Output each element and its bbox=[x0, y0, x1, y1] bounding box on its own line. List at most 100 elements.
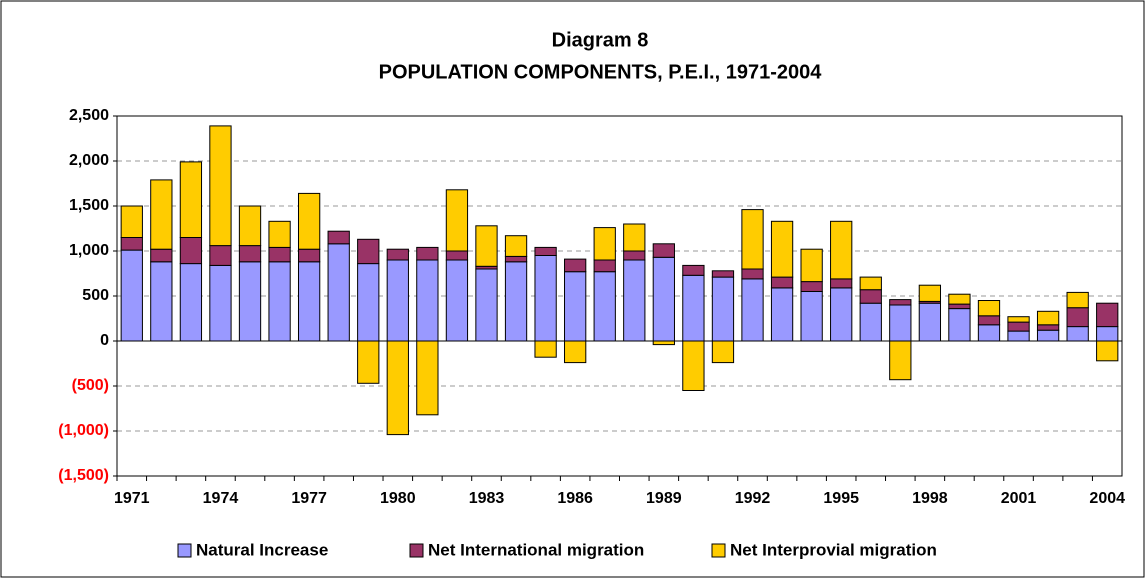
y-tick-label: 500 bbox=[82, 287, 109, 304]
bar-segment bbox=[682, 274, 705, 342]
bar-segment bbox=[445, 259, 469, 342]
bar-segment bbox=[1036, 310, 1060, 326]
y-tick-label: 1,500 bbox=[69, 197, 109, 214]
y-tick-label: 0 bbox=[100, 332, 109, 349]
bar-segment bbox=[120, 237, 143, 251]
y-tick-label: 2,000 bbox=[69, 152, 109, 169]
bar-segment bbox=[1007, 330, 1030, 342]
bar-segment bbox=[209, 125, 232, 247]
bar-segment bbox=[238, 205, 262, 247]
bar-segment bbox=[682, 264, 705, 276]
bar-segment bbox=[268, 261, 291, 342]
bar-segment bbox=[623, 250, 646, 261]
bar-segment bbox=[534, 246, 557, 256]
bar-segment bbox=[297, 192, 321, 250]
bar-segment bbox=[948, 308, 971, 342]
x-tick-label: 1989 bbox=[646, 490, 682, 507]
chart-title: Diagram 8 bbox=[552, 29, 649, 51]
bar-segment bbox=[741, 209, 764, 270]
bar-segment bbox=[948, 303, 971, 310]
bar-segment bbox=[416, 246, 439, 261]
bar-segment bbox=[1066, 307, 1089, 328]
bar-segment bbox=[179, 237, 203, 265]
bar-segment bbox=[652, 340, 675, 346]
bar-segment bbox=[889, 304, 912, 342]
bar-segment bbox=[357, 263, 380, 342]
bar-segment bbox=[416, 340, 439, 416]
bar-segment bbox=[327, 243, 350, 342]
bar-segment bbox=[268, 220, 291, 248]
legend-label: Natural Increase bbox=[196, 540, 328, 559]
legend-swatch bbox=[409, 543, 424, 558]
bar-segment bbox=[918, 284, 942, 302]
x-tick-label: 1992 bbox=[735, 490, 771, 507]
bar-segment bbox=[977, 324, 1001, 342]
bar-segment bbox=[179, 263, 203, 342]
bar-segment bbox=[120, 249, 143, 342]
y-tick-label: (1,500) bbox=[58, 467, 109, 484]
bar-segment bbox=[652, 256, 675, 342]
bar-segment bbox=[977, 300, 1001, 317]
bar-segment bbox=[830, 287, 853, 342]
bar-segment bbox=[445, 189, 469, 252]
legend-label: Net Interprovial migration bbox=[730, 540, 937, 559]
bar-segment bbox=[623, 259, 646, 342]
chart-subtitle: POPULATION COMPONENTS, P.E.I., 1971-2004 bbox=[379, 61, 823, 83]
bar-segment bbox=[386, 259, 409, 342]
bar-segment bbox=[504, 235, 528, 257]
bar-segment bbox=[593, 271, 616, 342]
bar-segment bbox=[564, 271, 587, 342]
bar-segment bbox=[238, 245, 262, 263]
bar-segment bbox=[741, 278, 764, 342]
bar-segment bbox=[209, 264, 232, 342]
bar-segment bbox=[770, 276, 794, 289]
bar-segment bbox=[150, 179, 173, 250]
bar-segment bbox=[504, 261, 528, 342]
bar-segment bbox=[800, 248, 823, 283]
bar-segment bbox=[504, 255, 528, 263]
bar-segment bbox=[859, 289, 882, 304]
bar-segment bbox=[918, 302, 942, 342]
bar-segment bbox=[711, 340, 735, 364]
bar-segment bbox=[564, 258, 587, 273]
x-tick-label: 2001 bbox=[1001, 490, 1037, 507]
bar-segment bbox=[1096, 340, 1119, 362]
bar-segment bbox=[800, 291, 823, 342]
legend-label: Net International migration bbox=[428, 540, 644, 559]
bar-segment bbox=[1036, 324, 1060, 331]
plot-area bbox=[117, 116, 1122, 476]
legend-swatch bbox=[711, 543, 726, 558]
bar-segment bbox=[623, 223, 646, 252]
bar-segment bbox=[357, 340, 380, 384]
bar-segment bbox=[297, 248, 321, 263]
bar-segment bbox=[564, 340, 587, 364]
bar-segment bbox=[889, 299, 912, 306]
bar-segment bbox=[652, 243, 675, 258]
x-tick-label: 1971 bbox=[114, 490, 150, 507]
y-tick-label: (1,000) bbox=[58, 422, 109, 439]
bar-segment bbox=[150, 248, 173, 263]
bar-segment bbox=[416, 259, 439, 342]
bar-segment bbox=[1096, 326, 1119, 342]
bar-segment bbox=[1096, 302, 1119, 328]
bar-segment bbox=[1066, 326, 1089, 342]
x-tick-label: 1980 bbox=[380, 490, 416, 507]
plot-border bbox=[116, 115, 1123, 477]
bar-segment bbox=[830, 220, 853, 280]
bar-segment bbox=[534, 340, 557, 358]
x-tick-label: 1983 bbox=[469, 490, 505, 507]
x-tick-label: 1998 bbox=[912, 490, 948, 507]
bar-segment bbox=[711, 276, 735, 342]
legend-swatch bbox=[177, 543, 192, 558]
bar-segment bbox=[445, 250, 469, 261]
x-tick-label: 1974 bbox=[203, 490, 239, 507]
bar-segment bbox=[179, 161, 203, 238]
y-tick-label: (500) bbox=[72, 377, 109, 394]
bar-segment bbox=[357, 238, 380, 265]
bar-segment bbox=[327, 230, 350, 245]
bar-segment bbox=[711, 270, 735, 278]
bar-segment bbox=[889, 340, 912, 381]
x-tick-label: 1995 bbox=[823, 490, 859, 507]
bar-segment bbox=[534, 255, 557, 342]
